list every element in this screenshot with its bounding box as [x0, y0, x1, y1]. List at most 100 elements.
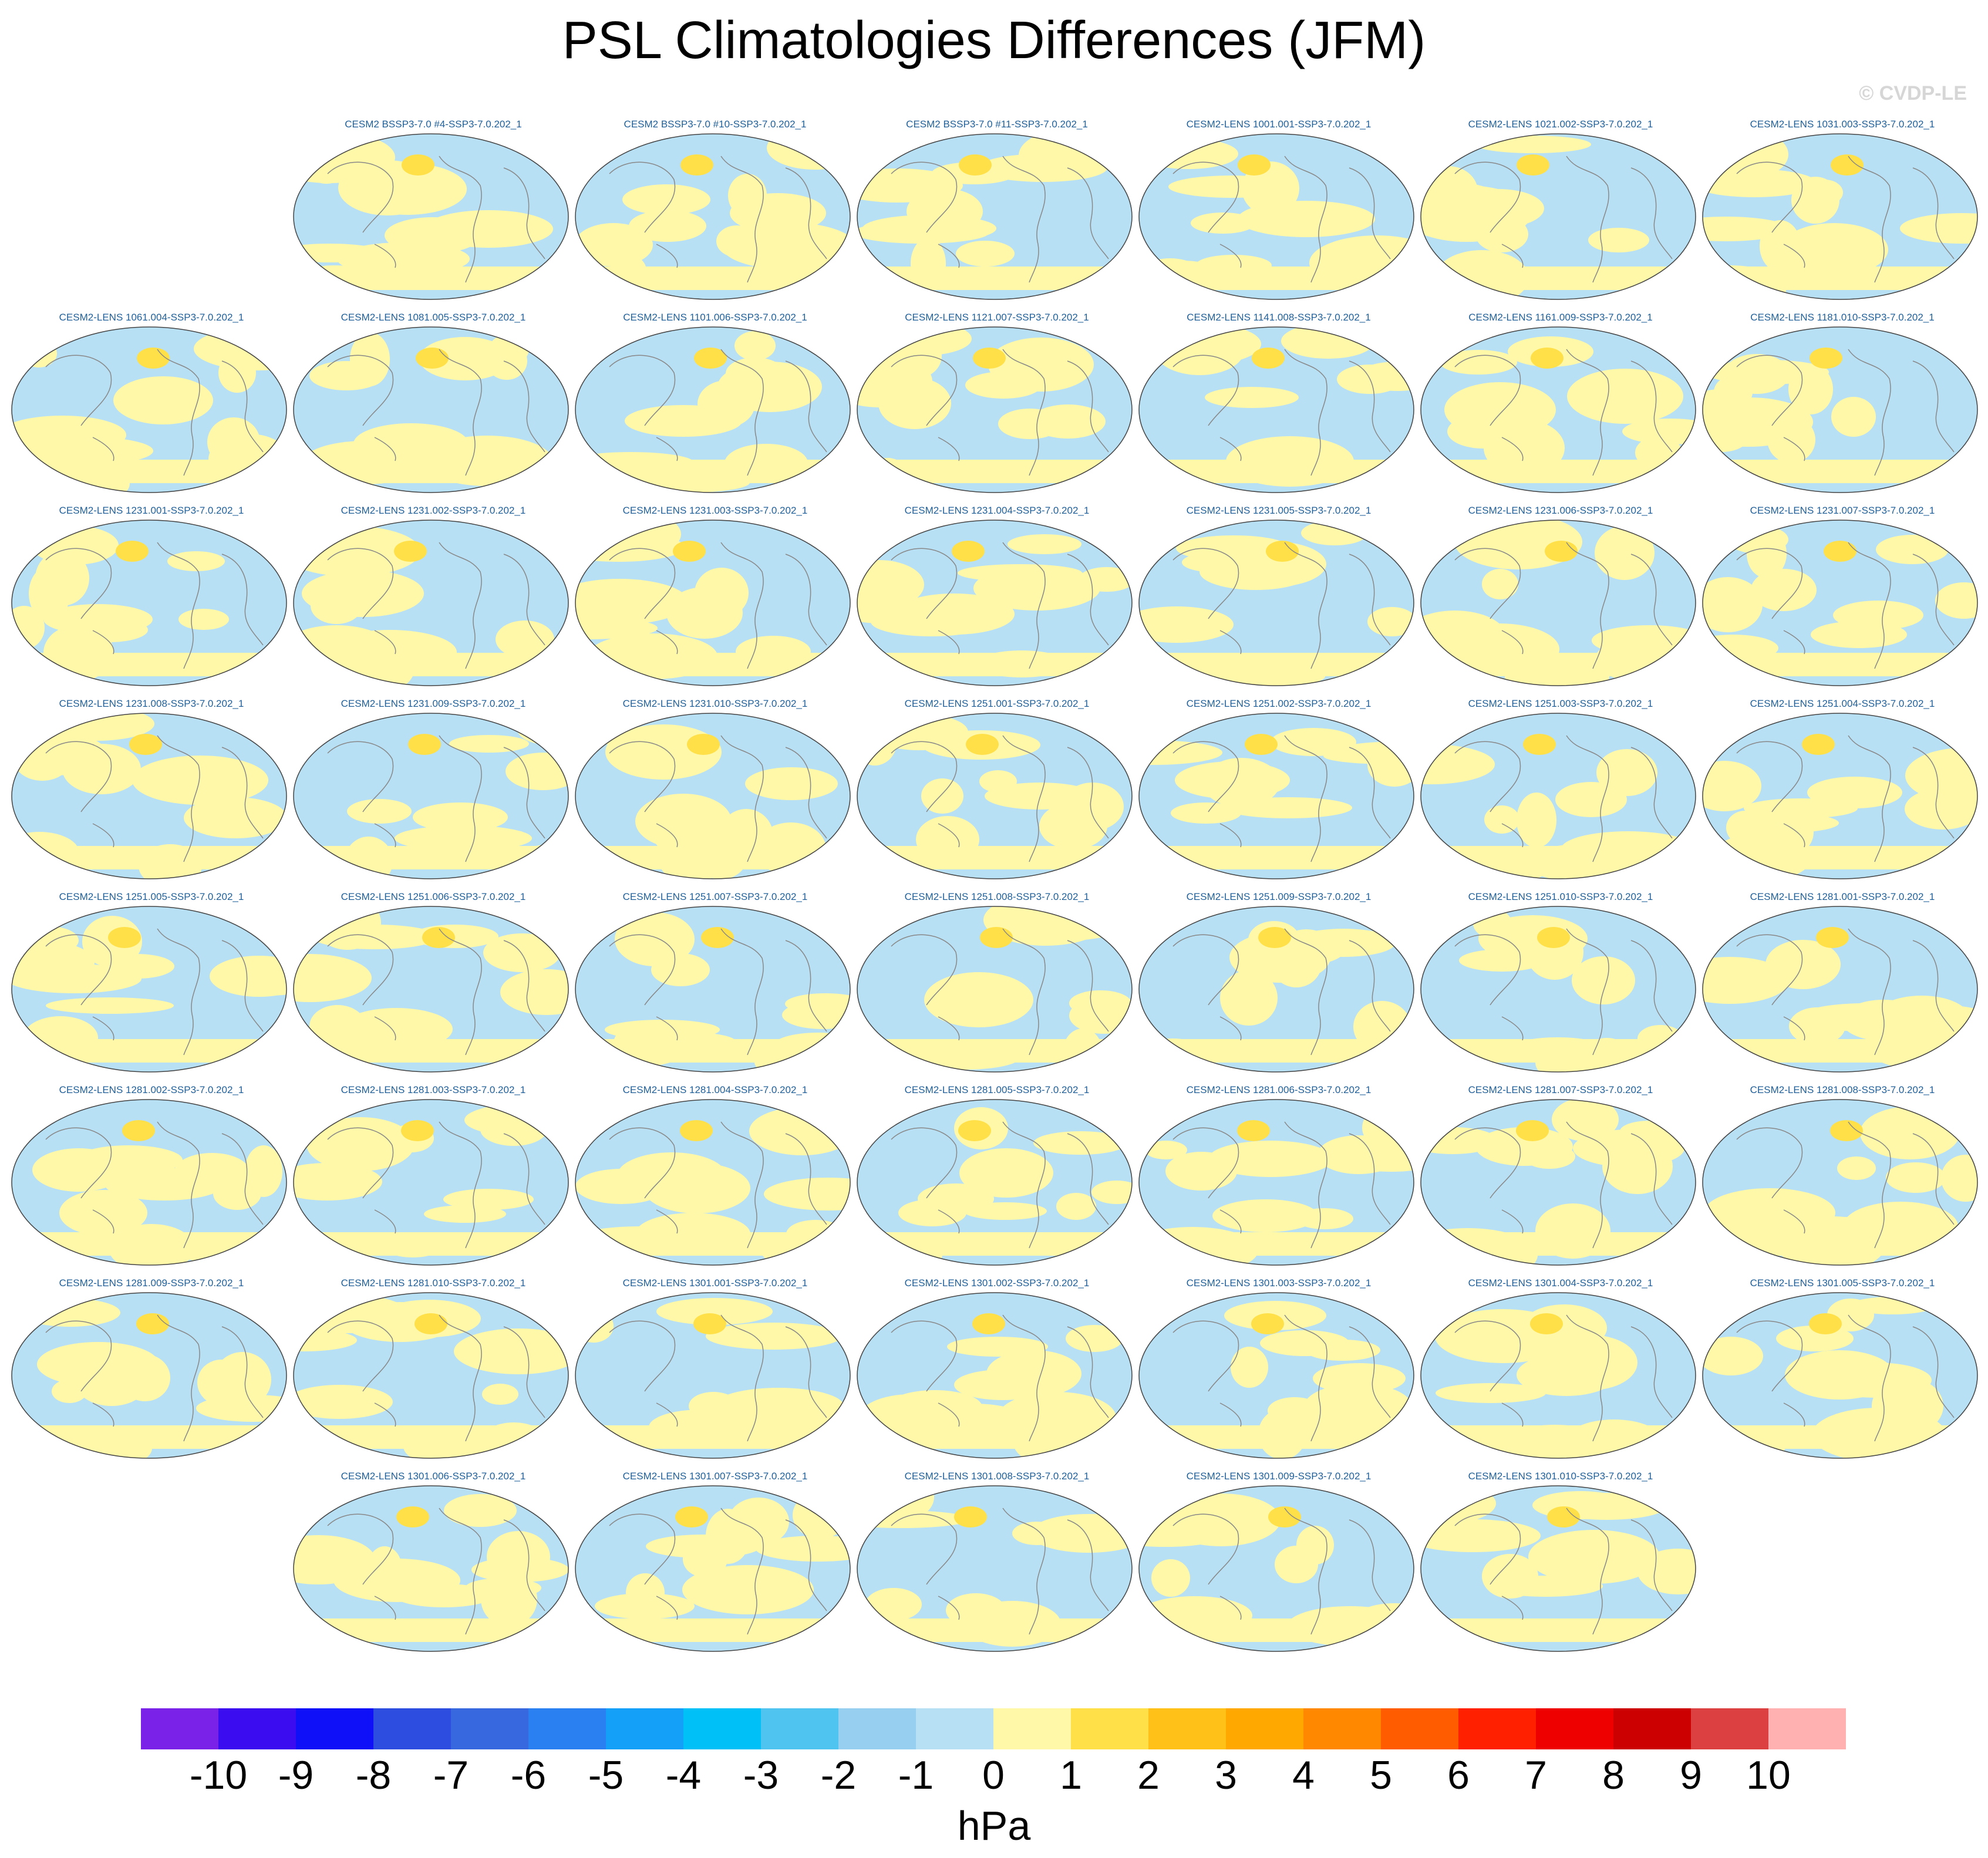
southern-ocean-band	[857, 1425, 1132, 1449]
globe-outline	[857, 713, 1133, 879]
coastline	[327, 1121, 545, 1249]
positive-anomaly-region	[483, 933, 561, 972]
positive-anomaly-region	[1440, 350, 1517, 375]
positive-anomaly-region	[959, 1148, 1053, 1198]
positive-anomaly-region	[1367, 607, 1414, 636]
colorbar-box	[1381, 1708, 1458, 1749]
globe-outline	[1702, 713, 1978, 879]
coastline	[327, 1508, 545, 1635]
colorbar-tick-label: 8	[1602, 1753, 1625, 1798]
north-pacific-high	[687, 734, 720, 755]
map-panel: CESM2-LENS 1281.006-SSP3-7.0.202_1	[1138, 1084, 1420, 1271]
colorbar-tick-label: -6	[510, 1753, 547, 1798]
positive-anomaly-region	[857, 560, 924, 609]
positive-anomaly-region	[629, 210, 706, 242]
coastline	[327, 349, 545, 476]
colorbar-box	[1148, 1708, 1226, 1749]
positive-anomaly-region	[1145, 1141, 1187, 1159]
globe-outline	[575, 906, 851, 1073]
north-pacific-high	[1537, 927, 1570, 948]
positive-anomaly-region	[1726, 811, 1764, 845]
north-pacific-high	[972, 1313, 1005, 1334]
north-pacific-high	[137, 348, 170, 369]
panel-label: CESM2-LENS 1281.007-SSP3-7.0.202_1	[1468, 1084, 1653, 1095]
panel-label: CESM2-LENS 1251.010-SSP3-7.0.202_1	[1468, 891, 1653, 902]
positive-anomaly-region	[214, 1352, 271, 1407]
globe-map	[1702, 906, 1978, 1073]
coastline	[609, 928, 827, 1056]
positive-anomaly-region	[1572, 956, 1635, 1004]
positive-anomaly-region	[887, 1390, 982, 1424]
globe-outline	[1420, 1485, 1696, 1652]
globe-outline	[293, 133, 569, 300]
north-pacific-high	[1237, 1120, 1270, 1141]
coastline	[1736, 1121, 1955, 1249]
positive-anomaly-region	[1876, 535, 1949, 564]
positive-anomaly-region	[605, 1020, 720, 1040]
panel-label: CESM2-LENS 1231.001-SSP3-7.0.202_1	[59, 505, 244, 516]
colorbar-box	[141, 1708, 218, 1749]
positive-anomaly-region	[1874, 996, 1969, 1040]
southern-ocean-band	[12, 1232, 287, 1256]
globe-outline	[11, 906, 287, 1073]
colorbar-box	[1768, 1708, 1846, 1749]
positive-anomaly-region	[1231, 1347, 1268, 1388]
positive-anomaly-region	[385, 217, 481, 254]
coastline	[1454, 1314, 1673, 1442]
colorbar	[141, 1708, 1846, 1749]
southern-ocean-band	[294, 1039, 568, 1063]
globe-map	[1702, 326, 1978, 493]
positive-anomaly-region	[174, 1153, 250, 1191]
globe-map	[11, 906, 287, 1073]
globe-map	[11, 1099, 287, 1266]
north-pacific-high	[694, 348, 727, 369]
positive-anomaly-region	[1517, 1354, 1616, 1396]
panel-label: CESM2-LENS 1251.007-SSP3-7.0.202_1	[622, 891, 808, 902]
map-panel: CESM2-LENS 1231.001-SSP3-7.0.202_1	[11, 505, 292, 692]
globe-map	[1702, 713, 1978, 879]
panel-label: CESM2-LENS 1281.001-SSP3-7.0.202_1	[1750, 891, 1935, 902]
colorbar-tick-label: 9	[1680, 1753, 1702, 1798]
southern-ocean-band	[857, 1618, 1132, 1642]
coastline	[1454, 156, 1673, 283]
positive-anomaly-region	[46, 997, 174, 1014]
coastline	[45, 349, 264, 476]
globe-outline	[1138, 1099, 1414, 1266]
map-panel: CESM2-LENS 1281.002-SSP3-7.0.202_1	[11, 1084, 292, 1271]
positive-anomaly-region	[1703, 217, 1789, 241]
globe-map	[1420, 326, 1696, 493]
coastline	[891, 1314, 1109, 1442]
positive-anomaly-region	[666, 587, 743, 639]
positive-anomaly-region	[59, 1190, 147, 1236]
coastline	[45, 928, 264, 1056]
southern-ocean-band	[1421, 460, 1696, 483]
watermark: © CVDP-LE	[1859, 82, 1967, 104]
positive-anomaly-region	[449, 735, 529, 753]
southern-ocean-band	[1421, 1618, 1696, 1642]
globe-outline	[857, 326, 1133, 493]
southern-ocean-band	[1703, 846, 1977, 869]
positive-anomaly-region	[728, 174, 767, 217]
globe-outline	[293, 1099, 569, 1266]
positive-anomaly-region	[1900, 213, 1977, 244]
panel-label: CESM2-LENS 1121.007-SSP3-7.0.202_1	[905, 312, 1089, 323]
globe-outline	[1420, 906, 1696, 1073]
positive-anomaly-region	[1447, 414, 1519, 449]
north-pacific-high	[415, 1313, 447, 1334]
globe-map	[1138, 520, 1414, 686]
north-pacific-high	[952, 541, 985, 562]
positive-anomaly-region	[988, 338, 1094, 392]
positive-anomaly-region	[1301, 521, 1368, 545]
map-panel: CESM2-LENS 1301.005-SSP3-7.0.202_1	[1701, 1277, 1983, 1464]
panel-label: CESM2-LENS 1281.003-SSP3-7.0.202_1	[341, 1084, 526, 1095]
positive-anomaly-region	[1019, 134, 1106, 180]
map-panel: CESM2-LENS 1231.008-SSP3-7.0.202_1	[11, 698, 292, 885]
positive-anomaly-region	[575, 1169, 667, 1204]
coastline	[609, 349, 827, 476]
north-pacific-high	[422, 927, 455, 948]
globe-map	[1702, 133, 1978, 300]
coastline	[609, 156, 827, 283]
positive-anomaly-region	[1567, 369, 1683, 424]
positive-anomaly-region	[353, 423, 469, 464]
positive-anomaly-region	[1212, 1199, 1318, 1232]
